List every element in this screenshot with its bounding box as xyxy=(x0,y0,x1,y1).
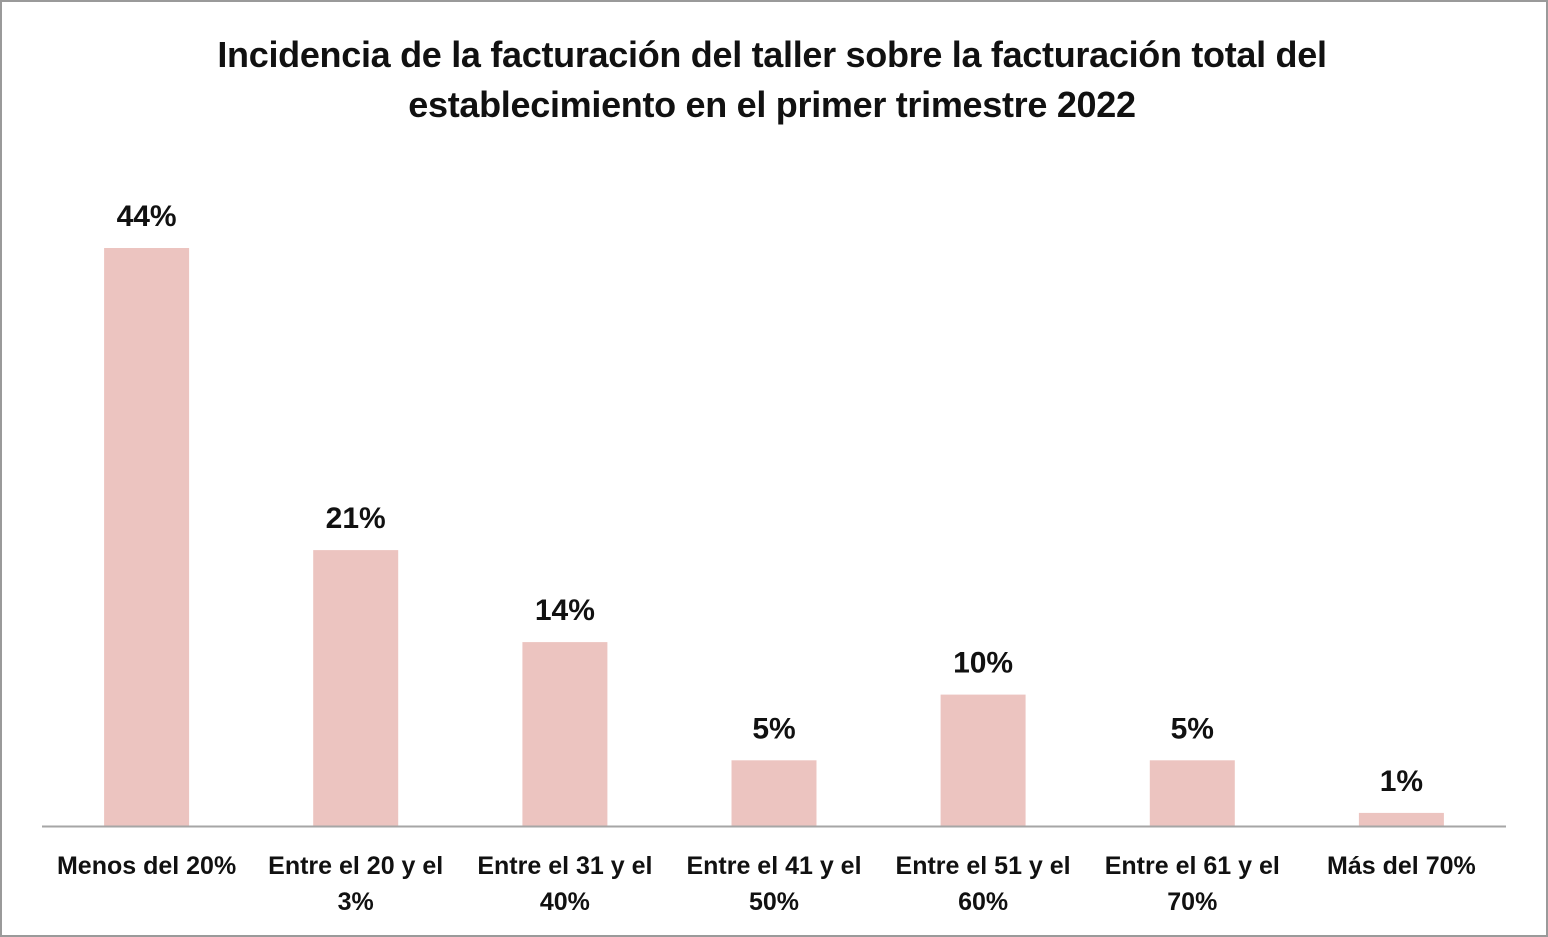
bars-group xyxy=(104,248,1444,826)
bar xyxy=(522,642,608,826)
category-label: Entre el 20 y el xyxy=(268,852,443,880)
bar-value-label: 44% xyxy=(117,200,177,233)
category-label: Entre el 61 y el xyxy=(1105,852,1280,880)
bar-value-label: 5% xyxy=(752,712,795,745)
category-labels-group: Menos del 20% Entre el 20 y el 3% Entre el … xyxy=(57,852,1476,916)
bar xyxy=(731,760,817,826)
bar xyxy=(1358,812,1444,826)
chart-title-line-1: Incidencia de la facturación del taller … xyxy=(217,34,1327,75)
category-label: 3% xyxy=(338,888,374,916)
bar xyxy=(313,550,399,826)
bar-value-label: 21% xyxy=(326,502,386,535)
category-label: 40% xyxy=(540,888,590,916)
category-label: Más del 70% xyxy=(1327,852,1476,880)
value-labels-group: 44% 21% 14% 5% 10% 5% 1% xyxy=(117,200,1424,798)
bar-value-label: 14% xyxy=(535,594,595,627)
category-label: 70% xyxy=(1167,888,1217,916)
bar-value-label: 1% xyxy=(1380,765,1423,798)
bar xyxy=(940,694,1026,826)
bar xyxy=(1149,760,1235,826)
category-label: Entre el 41 y el xyxy=(686,852,861,880)
bar-value-label: 10% xyxy=(953,647,1013,680)
category-label: Entre el 31 y el xyxy=(477,852,652,880)
chart-title: Incidencia de la facturación del taller … xyxy=(0,30,1544,130)
bar xyxy=(104,248,190,826)
category-label: Entre el 51 y el xyxy=(896,852,1071,880)
chart-title-line-2: establecimiento en el primer trimestre 2… xyxy=(408,84,1136,125)
category-label: 60% xyxy=(958,888,1008,916)
category-label: Menos del 20% xyxy=(57,852,236,880)
category-label: 50% xyxy=(749,888,799,916)
bar-value-label: 5% xyxy=(1171,712,1214,745)
